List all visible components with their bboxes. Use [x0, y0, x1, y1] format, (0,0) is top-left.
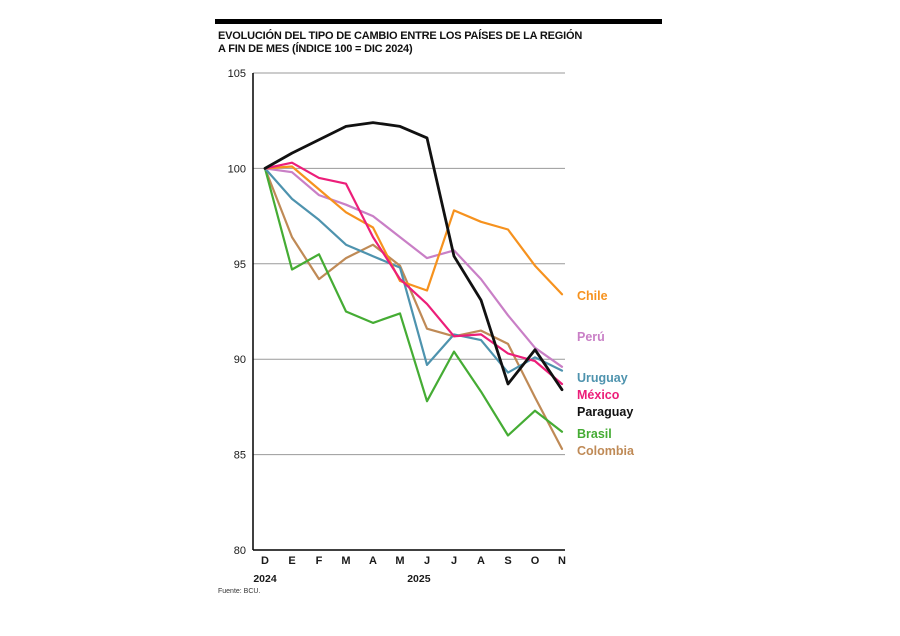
- header-rule: [215, 19, 662, 24]
- series-line-peru: [263, 167, 564, 368]
- series-line-paraguay: [263, 121, 564, 392]
- series-line-colombia: [263, 167, 564, 450]
- y-tick-85: 85: [234, 450, 246, 462]
- x-tick-month-5: M: [395, 555, 404, 567]
- series-line-chile: [263, 165, 564, 296]
- y-tick-90: 90: [234, 354, 246, 366]
- x-tick-month-4: A: [369, 555, 377, 567]
- y-tick-105: 105: [228, 68, 246, 80]
- series-line-brasil: [263, 167, 564, 437]
- x-tick-month-6: J: [424, 555, 430, 567]
- legend-brasil: Brasil: [577, 427, 612, 441]
- legend-uruguay: Uruguay: [577, 371, 628, 385]
- x-tick-month-9: S: [504, 555, 511, 567]
- series-line-mexico: [263, 161, 564, 386]
- x-year-2025: 2025: [407, 573, 431, 585]
- legend-peru: Perú: [577, 330, 605, 344]
- series-line-uruguay: [263, 167, 564, 374]
- y-tick-95: 95: [234, 259, 246, 271]
- x-year-2024: 2024: [253, 573, 277, 585]
- x-tick-month-3: M: [341, 555, 350, 567]
- x-tick-month-1: E: [288, 555, 295, 567]
- chart-header: EVOLUCIÓN DEL TIPO DE CAMBIO ENTRE LOS P…: [218, 30, 678, 56]
- x-tick-month-10: O: [531, 555, 540, 567]
- x-tick-month-8: A: [477, 555, 485, 567]
- y-tick-80: 80: [234, 545, 246, 557]
- legend-mexico: México: [577, 388, 620, 402]
- chart-title: EVOLUCIÓN DEL TIPO DE CAMBIO ENTRE LOS P…: [218, 30, 583, 42]
- x-tick-month-2: F: [316, 555, 323, 567]
- legend-chile: Chile: [577, 289, 608, 303]
- x-tick-month-0: D: [261, 555, 269, 567]
- y-tick-100: 100: [228, 163, 246, 175]
- x-tick-month-11: N: [558, 555, 566, 567]
- x-tick-month-7: J: [451, 555, 457, 567]
- legend-colombia: Colombia: [577, 444, 634, 458]
- legend-paraguay: Paraguay: [577, 405, 634, 419]
- chart-subtitle: A FIN DE MES (ÍNDICE 100 = DIC 2024): [218, 43, 413, 55]
- source-note: Fuente: BCU.: [218, 588, 261, 595]
